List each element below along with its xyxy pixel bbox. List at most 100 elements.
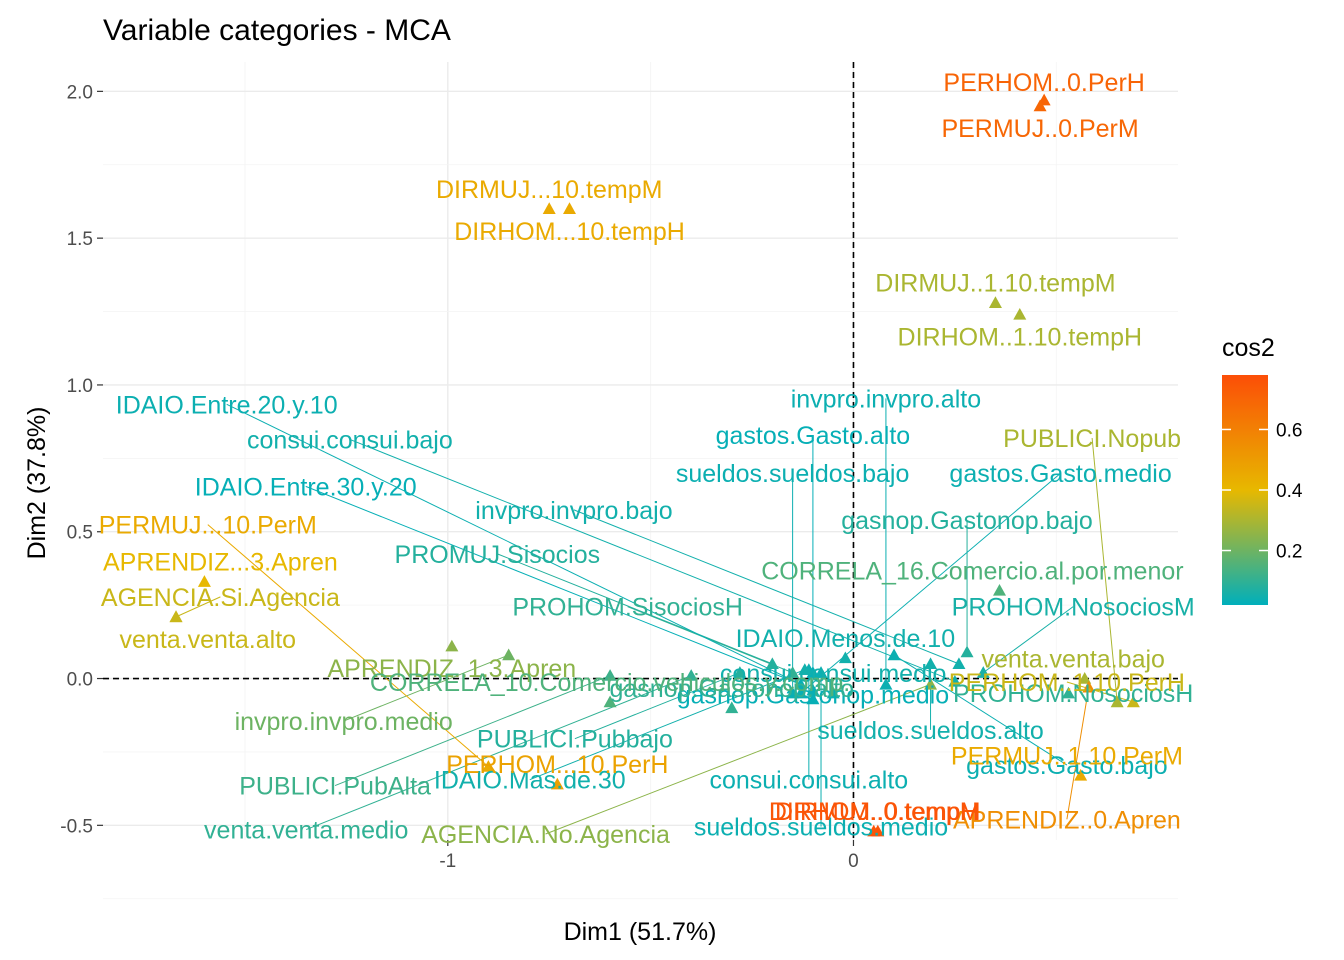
data-point — [1110, 695, 1124, 708]
data-point — [879, 677, 893, 690]
point-label: gasnop.Gastonop.bajo — [841, 507, 1093, 535]
data-point — [976, 666, 990, 678]
point-label: venta.venta.bajo — [981, 646, 1164, 674]
point-label: PUBLICI.Pubbajo — [477, 726, 673, 754]
label-leader-line — [529, 669, 805, 781]
point-label: sueldos.sueldos.medio — [694, 814, 948, 842]
point-label: AGENCIA.No.Agencia — [421, 821, 670, 849]
label-leader-line — [1066, 681, 1134, 703]
data-point — [684, 669, 698, 681]
chart-title: Variable categories - MCA — [103, 14, 451, 47]
point-label: CORRELA_10.Comercio.vehiculos.y.comp. — [370, 669, 850, 697]
point-label: DIRMUJ...10.tempM — [436, 176, 662, 204]
point-label: IDAIO.Entre.30.y.20 — [195, 473, 417, 501]
y-tick-label: 1.0 — [67, 376, 93, 397]
data-point — [765, 657, 779, 670]
point-label: invpro.invpro.bajo — [475, 497, 672, 525]
plot-area: -1 0 -0.5 0.0 0.5 1.0 1.5 2.0 PERHOM..0.PerH PERM… — [60, 62, 1195, 900]
legend-title: cos2 — [1222, 334, 1275, 362]
data-point — [1033, 99, 1047, 112]
data-point — [733, 666, 747, 678]
point-label: DIRHOM..0.tempH — [769, 798, 979, 826]
label-leader-line — [349, 438, 956, 682]
label-leader-line — [1091, 437, 1118, 703]
data-point — [445, 639, 459, 652]
point-label: consui.consui.bajo — [247, 426, 453, 454]
data-point — [871, 824, 885, 837]
point-label: gasnop.Gastonop.alto — [609, 675, 854, 703]
label-leader-line — [574, 672, 741, 740]
point-label: DIRHOM...10.tempH — [454, 218, 685, 246]
point-label: DIRMUJ..0.tempM — [775, 798, 981, 826]
label-leader-line — [343, 654, 509, 722]
y-tick-label: 0.5 — [67, 523, 93, 544]
point-label: gasnop.Gastonop.medio — [677, 682, 949, 710]
data-point — [169, 610, 183, 623]
data-point — [952, 657, 966, 670]
label-leader-line — [893, 654, 1068, 766]
point-label: DIRHOM..1.10.tempH — [898, 323, 1143, 351]
data-point — [725, 701, 739, 714]
point-label: PERHOM...10.PerH — [446, 751, 668, 779]
legend-tick-label: 0.4 — [1276, 481, 1303, 502]
data-point — [550, 777, 564, 790]
data-point — [794, 677, 808, 690]
data-point — [563, 202, 577, 214]
point-label: PROHOM.NosociosM — [952, 594, 1195, 622]
point-label: PROMUJ.Sisocios — [395, 541, 601, 569]
data-point — [1082, 680, 1096, 693]
data-point — [806, 692, 820, 705]
data-point — [924, 677, 938, 690]
data-point — [502, 648, 516, 661]
point-label: PERMUJ..1.10.PerM — [951, 742, 1183, 770]
point-label: PERHOM..0.PerH — [943, 69, 1144, 97]
label-leader-line — [226, 403, 814, 691]
legend: cos2 0.2 0.4 0.6 — [1222, 334, 1303, 605]
data-point — [1078, 672, 1092, 684]
data-point — [887, 648, 901, 661]
point-label: gastos.Gasto.alto — [716, 422, 911, 450]
point-label: gastos.Gasto.medio — [949, 460, 1171, 488]
data-point — [1061, 686, 1075, 699]
y-axis-title: Dim2 (37.8%) — [23, 407, 51, 560]
data-point — [838, 651, 852, 664]
label-leader-line — [175, 596, 221, 618]
data-point — [960, 645, 974, 658]
data-point — [814, 666, 828, 678]
label-leader-line — [1066, 687, 1090, 820]
point-label: PUBLICI.PubAlta — [239, 773, 431, 801]
point-label: PROHOM.SisociosH — [512, 594, 743, 622]
point-label: PUBLICI.Nopub — [1003, 425, 1181, 453]
point-label: consui.consui.medio — [720, 660, 947, 688]
point-label: invpro.invpro.medio — [235, 708, 453, 736]
label-leader-line — [545, 683, 931, 835]
point-label: CORRELA_16.Comercio.al.por.menor — [761, 557, 1183, 585]
data-point — [988, 296, 1002, 308]
point-label: invpro.invpro.alto — [791, 385, 981, 413]
point-label: sueldos.sueldos.bajo — [676, 460, 910, 488]
y-tick-label: 0.0 — [67, 670, 93, 691]
data-point — [481, 760, 495, 772]
label-leader-line — [497, 553, 773, 665]
x-axis-title: Dim1 (51.7%) — [564, 918, 717, 946]
data-point — [806, 683, 820, 696]
y-tick-label: 2.0 — [67, 82, 93, 103]
data-point — [603, 695, 617, 708]
point-label: AGENCIA.Si.Agencia — [101, 584, 340, 612]
point-label: venta.venta.medio — [204, 817, 408, 845]
point-label: sueldos.sueldos.alto — [817, 717, 1044, 745]
data-point — [1013, 307, 1027, 320]
legend-tick-label: 0.2 — [1276, 542, 1302, 563]
y-tick-label: 1.5 — [67, 229, 93, 250]
data-point — [798, 663, 812, 675]
point-label: IDAIO.Entre.20.y.10 — [116, 391, 338, 419]
point-label: PERHOM..1.10.PerH — [949, 669, 1185, 697]
data-point — [603, 669, 617, 681]
point-label: consui.consui.alto — [709, 767, 908, 795]
point-label: PERMUJ..0.PerM — [941, 115, 1138, 143]
data-point — [1126, 695, 1140, 708]
data-point — [794, 686, 808, 699]
y-tick-label: -0.5 — [60, 816, 93, 837]
point-label: gastos.Gasto.bajo — [966, 752, 1168, 780]
